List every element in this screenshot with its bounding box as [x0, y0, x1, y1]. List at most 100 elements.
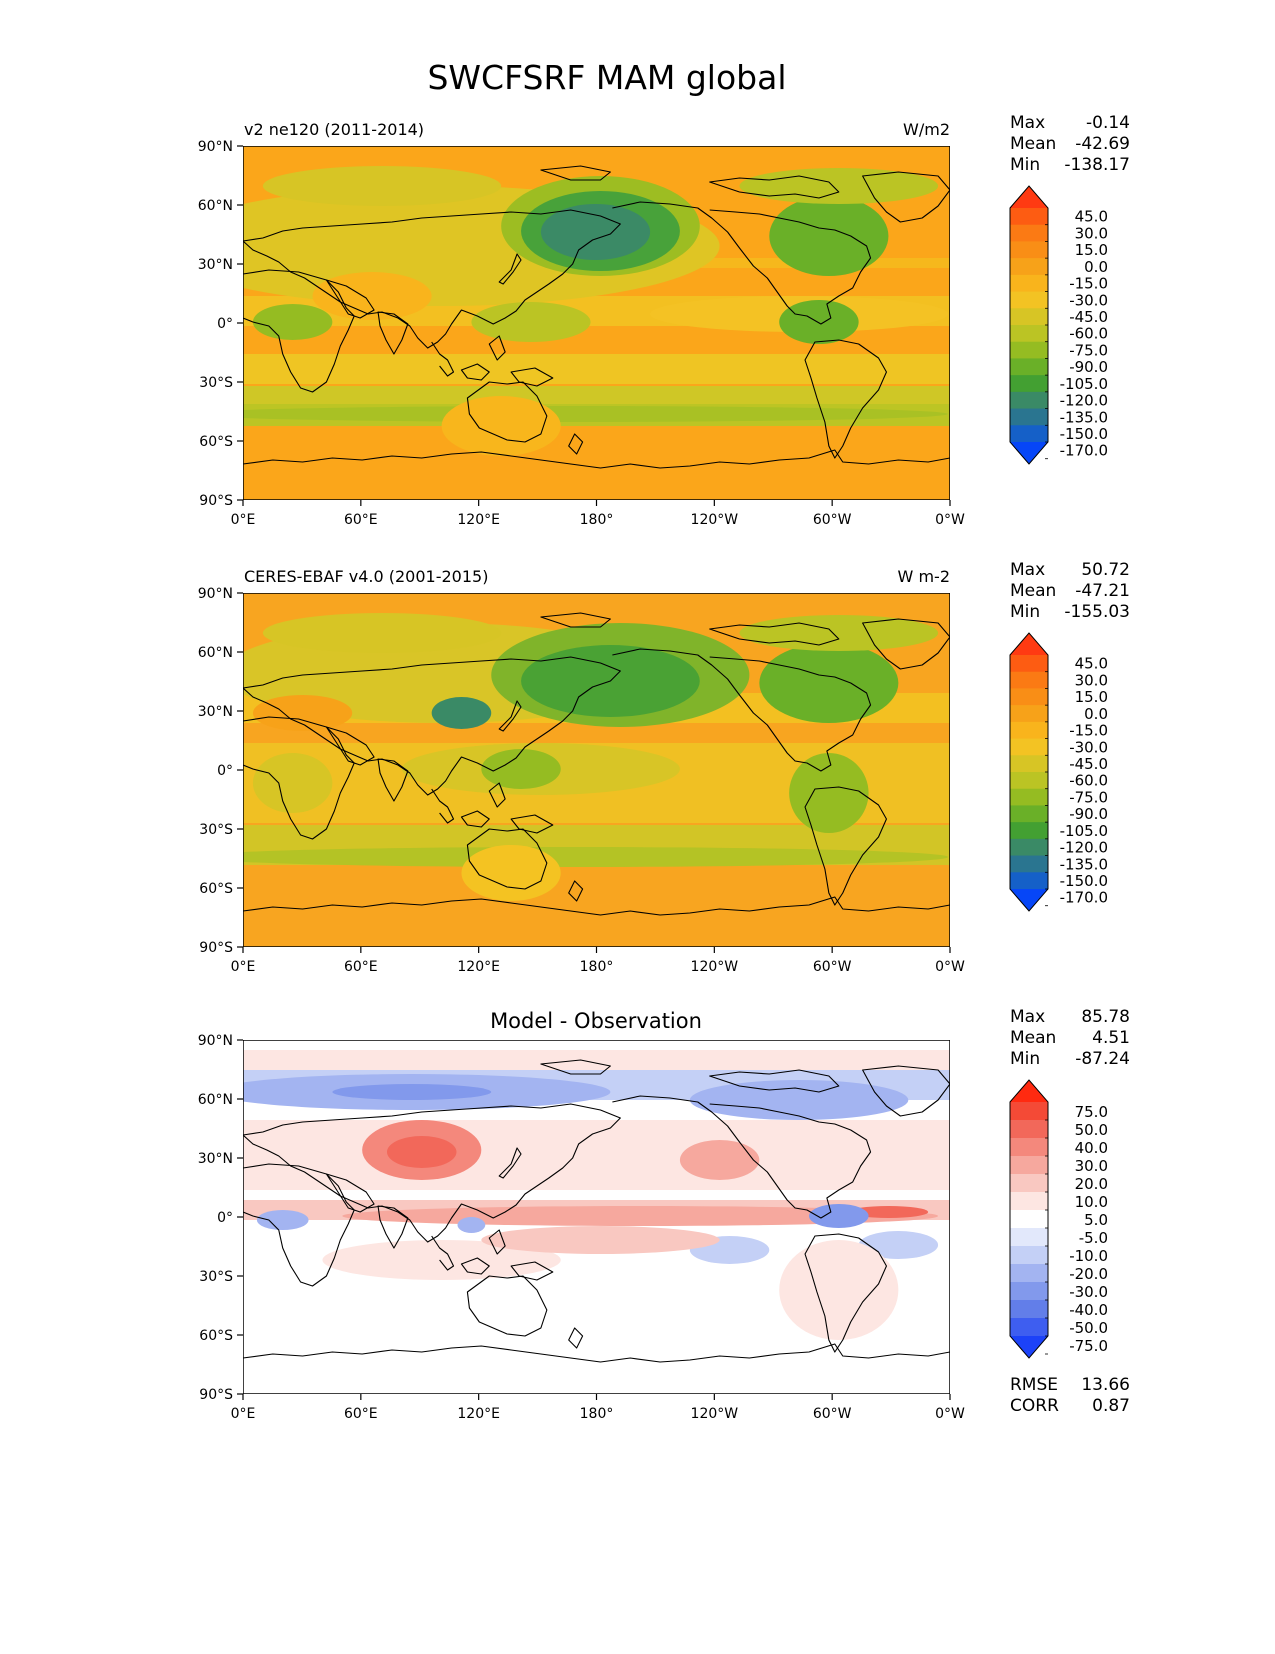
colorbar-label: -120.0	[1060, 392, 1108, 410]
colorbar-band	[1010, 705, 1048, 723]
colorbar-extend-min	[1010, 889, 1048, 911]
colorbar: 45.030.015.00.0-15.0-30.0-45.0-60.0-75.0…	[1009, 185, 1108, 465]
colorbar-extend-max	[1010, 186, 1048, 208]
panel-diff: Model - Observation	[243, 1009, 950, 1394]
stat-value: 85.78	[1081, 1007, 1130, 1027]
stat-label: Min	[1010, 602, 1040, 622]
colorbar-label: -45.0	[1069, 755, 1108, 773]
colorbar-label: -45.0	[1069, 308, 1108, 326]
lat-tick-label: 60°S	[199, 1328, 233, 1344]
lat-tick-label: 0°	[217, 763, 233, 779]
colorbar-band	[1010, 1282, 1048, 1301]
colorbar-label: 50.0	[1075, 1121, 1108, 1139]
lon-tick-label: 60°E	[344, 1406, 378, 1422]
map-field	[243, 593, 950, 947]
lon-tick-label: 60°E	[344, 959, 378, 975]
colorbar-label: -30.0	[1069, 291, 1108, 309]
lat-tick-label: 0°	[217, 316, 233, 332]
figure-title: SWCFSRF MAM global	[427, 58, 786, 97]
colorbar: 45.030.015.00.0-15.0-30.0-45.0-60.0-75.0…	[1009, 632, 1108, 912]
lat-tick-label: 30°S	[199, 822, 233, 838]
stat-value: -47.21	[1075, 581, 1130, 601]
lat-tick-label: 90°N	[198, 586, 233, 602]
stat-label: Min	[1010, 155, 1040, 175]
colorbar-band	[1010, 1264, 1048, 1283]
stat-value: -0.14	[1086, 113, 1130, 133]
colorbar-band	[1010, 1300, 1048, 1319]
colorbar-band	[1010, 772, 1048, 790]
lat-tick-label: 60°S	[199, 881, 233, 897]
colorbar-label: 30.0	[1075, 224, 1108, 242]
lon-tick-label: 60°W	[813, 512, 852, 528]
stat-value: 50.72	[1081, 560, 1130, 580]
colorbar-band	[1010, 1228, 1048, 1247]
lon-tick-label: 0°W	[935, 959, 965, 975]
stat-label: RMSE	[1010, 1375, 1058, 1395]
stat-value: 13.66	[1081, 1375, 1130, 1395]
colorbar-label: 30.0	[1075, 1157, 1108, 1175]
lon-tick-label: 60°W	[813, 959, 852, 975]
map-field	[243, 146, 950, 500]
lat-tick-label: 90°N	[198, 139, 233, 155]
colorbar-band	[1010, 688, 1048, 706]
colorbar-label: -90.0	[1069, 805, 1108, 823]
colorbar-label: -170.0	[1060, 442, 1108, 460]
lon-tick-label: 0°E	[231, 512, 256, 528]
lon-tick-label: 180°	[580, 512, 614, 528]
colorbar-label: 0.0	[1084, 705, 1108, 723]
colorbar-label: -150.0	[1060, 425, 1108, 443]
stat-value: -42.69	[1075, 134, 1130, 154]
stat-value: 4.51	[1092, 1028, 1130, 1048]
colorbar-label: -40.0	[1069, 1301, 1108, 1319]
lat-tick-label: 60°N	[198, 645, 233, 661]
colorbar-band	[1010, 822, 1048, 840]
colorbar-label: -105.0	[1060, 822, 1108, 840]
colorbar-label: 5.0	[1084, 1211, 1108, 1229]
lat-tick-label: 60°S	[199, 434, 233, 450]
difference-contours	[243, 1050, 950, 1340]
colorbar-band	[1010, 738, 1048, 756]
colorbar-label: 20.0	[1075, 1175, 1108, 1193]
lon-tick-label: 60°E	[344, 512, 378, 528]
colorbar-band	[1010, 391, 1048, 410]
colorbar-band	[1010, 408, 1048, 426]
stat-label: Max	[1010, 1007, 1045, 1027]
colorbar-band	[1010, 872, 1048, 890]
map-field	[243, 1040, 950, 1394]
colorbar-band	[1010, 655, 1048, 673]
lon-tick-label: 0°E	[231, 1406, 256, 1422]
stat-value: -138.17	[1064, 155, 1130, 175]
colorbar-label: -60.0	[1069, 772, 1108, 790]
stat-label: CORR	[1010, 1396, 1059, 1416]
colorbar-band	[1010, 755, 1048, 773]
lat-tick-label: 0°	[217, 1210, 233, 1226]
stats-layer: Max -0.14 Mean -42.69 Min -138.17 Max 50.72 Mean…	[1010, 113, 1130, 1416]
lon-tick-label: 120°E	[457, 512, 500, 528]
colorbar: 75.050.040.030.020.010.05.0-5.0-10.0-20.…	[1009, 1079, 1108, 1359]
axes-ticks: 90°N 60°N 30°N 0° 30°S 60°S 90°S 0°E 60°E 120°E 18…	[198, 139, 965, 1422]
colorbar-label: -105.0	[1060, 375, 1108, 393]
lon-tick-label: 180°	[580, 1406, 614, 1422]
colorbar-extend-min	[1010, 1336, 1048, 1358]
colorbar-band	[1010, 1156, 1048, 1175]
colorbar-band	[1010, 1102, 1048, 1121]
panel-left-title: v2 ne120 (2011-2014)	[244, 120, 424, 139]
lat-tick-label: 30°S	[199, 375, 233, 391]
colorbar-band	[1010, 208, 1048, 226]
colorbar-label: 75.0	[1075, 1103, 1108, 1121]
colorbar-label: -30.0	[1069, 738, 1108, 756]
colorbar-band	[1010, 855, 1048, 873]
lon-tick-label: 120°W	[691, 512, 739, 528]
colorbar-label: -120.0	[1060, 839, 1108, 857]
colorbar-band	[1010, 325, 1048, 343]
colorbar-label: 10.0	[1075, 1193, 1108, 1211]
colorbar-band	[1010, 1192, 1048, 1211]
colorbar-label: 45.0	[1075, 208, 1108, 226]
colorbar-band	[1010, 671, 1048, 690]
panel-right-title: W/m2	[903, 120, 950, 139]
colorbar-extend-max	[1010, 633, 1048, 655]
colorbar-band	[1010, 1138, 1048, 1157]
panel-center-title: Model - Observation	[490, 1009, 702, 1033]
stat-value: 0.87	[1092, 1396, 1130, 1416]
